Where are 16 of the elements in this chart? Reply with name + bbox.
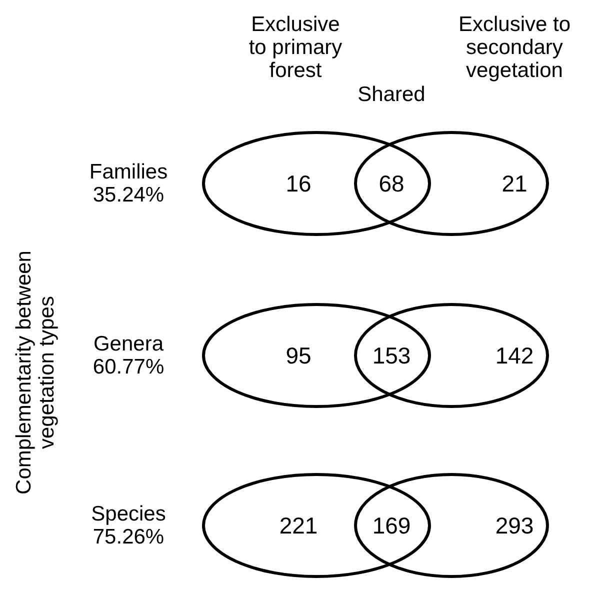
data-label: 221 [279, 512, 318, 538]
data-label: 293 [495, 512, 534, 538]
data-label: 16 [286, 170, 312, 196]
category-label: Exclusive to primary forest [248, 13, 343, 82]
data-label: 142 [495, 342, 534, 368]
category-label: Exclusive to secondary vegetation [458, 13, 571, 82]
data-label: 169 [372, 512, 411, 538]
text: Families 35.24% [89, 160, 168, 206]
category-label: Shared [358, 83, 426, 106]
data-label: 95 [286, 342, 312, 368]
text: Complementarity between vegetation types [12, 250, 58, 494]
text: Genera 60.77% [92, 332, 164, 378]
data-label: 153 [372, 342, 411, 368]
data-label: 21 [502, 170, 528, 196]
text: Species 75.26% [91, 502, 166, 548]
data-label: 68 [378, 170, 404, 196]
